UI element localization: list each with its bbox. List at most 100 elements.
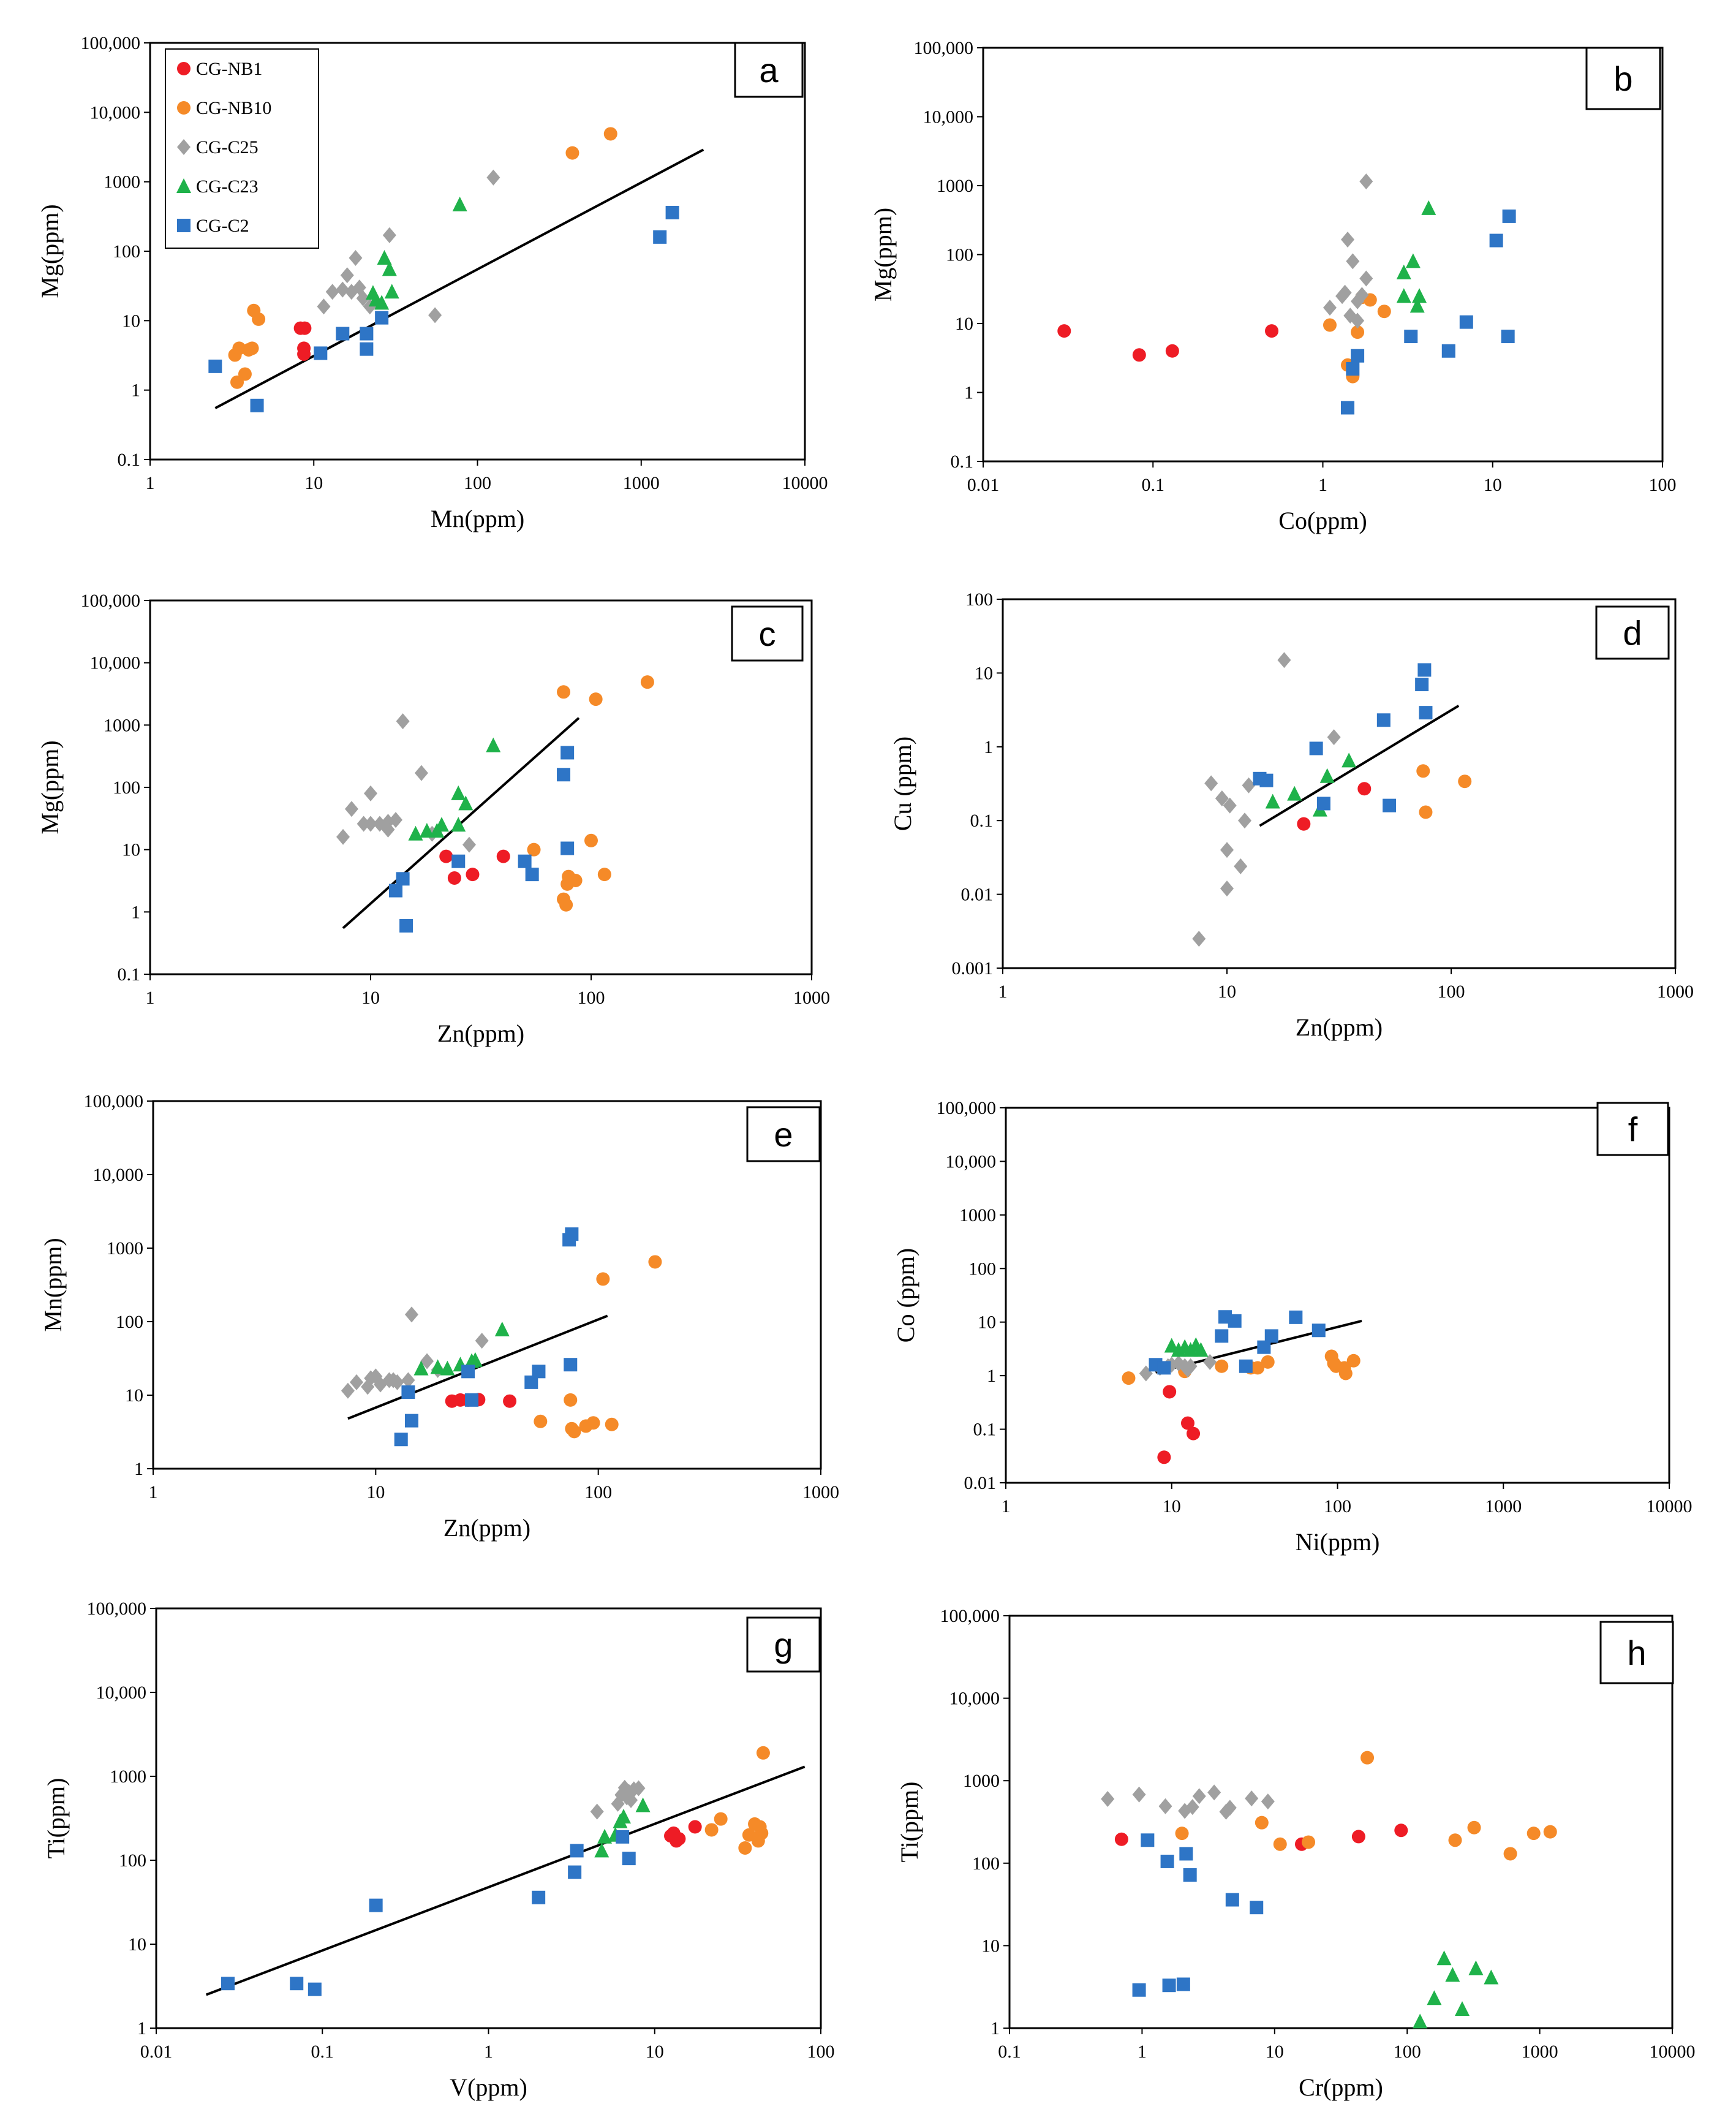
y-tick-label: 0.1 <box>970 811 994 831</box>
y-tick-label: 10,000 <box>946 1151 997 1172</box>
panel-label: e <box>774 1115 793 1154</box>
panel-label: g <box>774 1626 793 1664</box>
series-CG-C25 <box>1101 1784 1275 1820</box>
x-tick-label: 1 <box>998 982 1008 1002</box>
y-tick-label: 1 <box>991 2018 1000 2039</box>
data-point <box>1255 1816 1269 1830</box>
data-point <box>377 249 392 265</box>
data-point <box>1297 817 1311 831</box>
data-point <box>308 1982 322 1996</box>
data-point <box>1417 663 1432 677</box>
data-point <box>1503 1847 1517 1861</box>
data-point <box>714 1812 728 1826</box>
data-point <box>447 871 461 885</box>
data-point <box>1234 858 1248 874</box>
x-tick-label: 100 <box>584 1482 612 1502</box>
x-tick-label: 1 <box>1002 1496 1011 1516</box>
data-point <box>462 836 476 853</box>
data-point <box>665 205 679 219</box>
x-tick-label: 10 <box>1266 2042 1284 2062</box>
y-tick-label: 10,000 <box>93 1165 144 1185</box>
series-CG-NB1 <box>1057 324 1279 362</box>
x-tick-label: 100 <box>1324 1496 1351 1516</box>
data-point <box>1396 264 1411 279</box>
y-axis-title: Ti(ppm) <box>42 1778 70 1859</box>
data-point <box>1338 284 1352 301</box>
x-tick-label: 1 <box>146 988 155 1008</box>
data-point <box>1323 300 1337 316</box>
data-point <box>1413 2013 1428 2029</box>
y-tick-label: 100 <box>113 778 140 798</box>
data-point <box>408 825 423 841</box>
panel-c: 1 10 100 10000.1110100100010,000100,000Zn(p… <box>36 591 830 1047</box>
data-point <box>375 311 389 325</box>
y-axis-title: Ti(ppm) <box>896 1782 923 1863</box>
y-tick-label: 10 <box>955 314 973 334</box>
x-tick-label: 10 <box>366 1482 385 1502</box>
data-point <box>653 230 667 244</box>
data-point <box>1421 200 1436 215</box>
panel-a: 1 10 100 1000 100000.1110100100010,000100,00… <box>36 33 828 532</box>
y-tick-label: 10,000 <box>949 1689 1000 1709</box>
y-tick-label: 10 <box>122 311 140 331</box>
series-CG-C25 <box>1192 652 1341 947</box>
y-tick-label: 100,000 <box>940 1606 1000 1626</box>
series-CG-C23 <box>413 1321 510 1376</box>
data-point <box>534 1414 548 1428</box>
legend: CG-NB1 CG-NB10 CG-C25 CG-C23 CG-C2 <box>165 48 319 249</box>
y-axis-title: Mg(ppm) <box>36 740 64 834</box>
data-point <box>632 1780 646 1797</box>
x-tick-label: 1 <box>484 2042 493 2062</box>
y-tick-label: 10 <box>975 663 993 683</box>
data-point <box>557 685 571 699</box>
data-point <box>1377 305 1391 319</box>
data-point <box>524 1375 538 1389</box>
x-tick-label: 1 <box>1138 2042 1147 2062</box>
x-tick-label: 1 <box>149 1482 158 1502</box>
panel-label: h <box>1627 1634 1646 1672</box>
data-point <box>466 868 480 882</box>
data-point <box>389 884 403 898</box>
data-point <box>360 342 374 356</box>
data-point <box>597 1828 613 1844</box>
data-point <box>755 1826 769 1840</box>
legend-label: CG-C23 <box>196 176 259 197</box>
y-tick-label: 0.1 <box>951 452 974 472</box>
data-point <box>382 261 397 276</box>
data-point <box>1204 775 1218 792</box>
data-point <box>1132 1786 1146 1803</box>
data-point <box>1338 1366 1353 1380</box>
data-point <box>374 295 390 310</box>
y-tick-label: 10,000 <box>90 653 141 673</box>
data-point <box>1220 842 1234 858</box>
x-axis-title: Ni(ppm) <box>1296 1528 1380 1556</box>
data-point <box>622 1852 636 1866</box>
data-point <box>586 1416 600 1430</box>
data-point <box>1193 1342 1209 1357</box>
data-point <box>605 1417 619 1431</box>
data-point <box>1162 1978 1176 1993</box>
data-point <box>565 146 579 160</box>
x-tick-label: 1000 <box>1657 982 1694 1002</box>
data-point <box>603 127 617 141</box>
data-point <box>389 812 403 828</box>
data-point <box>1163 1385 1177 1399</box>
data-point <box>1351 325 1365 339</box>
x-tick-label: 100 <box>1394 2042 1421 2062</box>
y-tick-label: 10 <box>981 1936 1000 1956</box>
data-point <box>250 398 264 412</box>
data-point <box>404 1306 418 1323</box>
data-point <box>1228 1314 1242 1328</box>
data-point <box>1245 1790 1259 1807</box>
legend-marker <box>177 219 191 232</box>
y-tick-label: 10 <box>125 1385 143 1406</box>
data-point <box>1394 1823 1408 1838</box>
y-tick-label: 1000 <box>959 1205 996 1225</box>
legend-label: CG-NB10 <box>196 98 271 118</box>
y-tick-label: 100,000 <box>87 1599 147 1619</box>
x-tick-label: 1 <box>146 473 155 493</box>
data-point <box>1223 1800 1237 1816</box>
data-point <box>1405 253 1421 268</box>
data-point <box>1351 312 1365 329</box>
y-tick-label: 10 <box>122 840 140 860</box>
